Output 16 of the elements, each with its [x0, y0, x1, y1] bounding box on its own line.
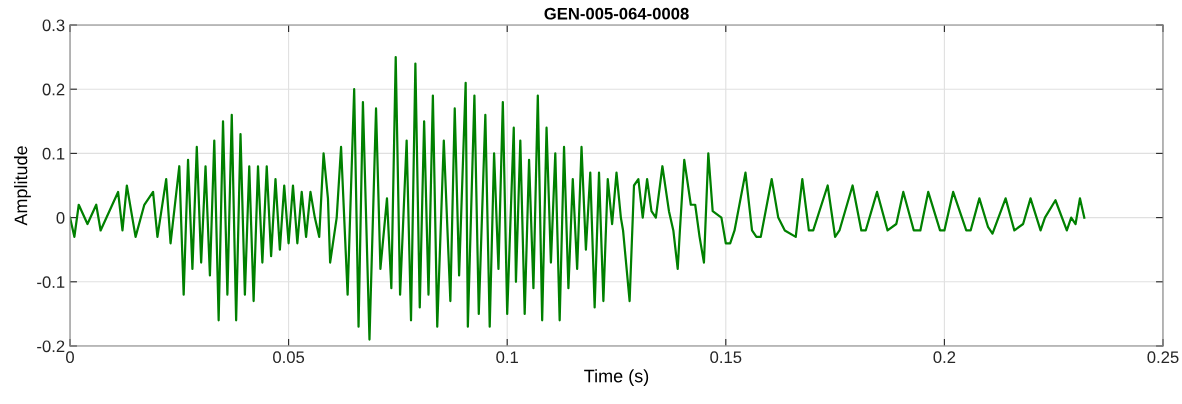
x-tick-label: 0.05 [273, 351, 305, 364]
x-tick-label: 0.15 [710, 351, 742, 364]
y-axis-title: Amplitude [14, 146, 31, 226]
y-tick-label: -0.1 [37, 276, 65, 288]
x-tick-label: 0 [66, 351, 74, 364]
y-tick-label: -0.2 [37, 340, 65, 353]
y-tick-label: 0.3 [42, 19, 65, 32]
x-tick-label: 0.1 [496, 351, 518, 364]
y-tick-label: 0.2 [42, 83, 65, 96]
x-tick-label: 0.2 [933, 351, 956, 364]
line-series [70, 55, 1086, 341]
x-axis-title: Time (s) [584, 369, 649, 386]
x-tick-label: 0.25 [1147, 351, 1179, 364]
y-tick-label: 0 [56, 212, 65, 224]
chart-title: GEN-005-064-0008 [544, 7, 689, 20]
y-tick-label: 0.1 [42, 147, 65, 160]
